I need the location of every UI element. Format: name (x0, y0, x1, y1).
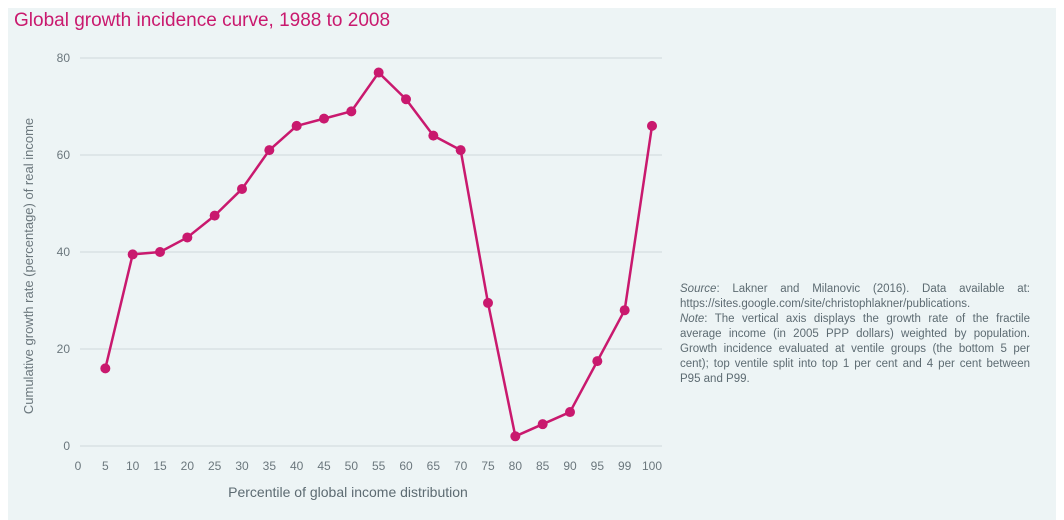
data-point (483, 297, 493, 308)
x-tick-label: 10 (126, 459, 140, 473)
x-tick-label: 70 (454, 459, 468, 473)
data-point (346, 106, 357, 117)
data-point (537, 419, 548, 430)
data-point (209, 210, 220, 221)
series-line (104, 71, 654, 438)
series-points (100, 67, 657, 442)
x-tick-label: 50 (345, 459, 359, 473)
x-tick-label: 30 (235, 459, 249, 473)
y-tick-labels: 0 20 40 60 80 (57, 51, 71, 453)
source-text: : Lakner and Milanovic (2016). Data avai… (680, 283, 1030, 310)
source-and-note: Source: Lakner and Milanovic (2016). Dat… (680, 282, 1030, 387)
y-tick-label: 40 (57, 245, 71, 259)
x-tick-labels: 0 5 10 15 20 25 30 35 40 45 50 55 60 65 70 75 80 85 90 95 99… (75, 459, 663, 473)
x-tick-label: 100 (642, 459, 662, 473)
x-tick-label: 80 (509, 459, 523, 473)
note-paragraph: Note: The vertical axis displays the gro… (680, 312, 1030, 387)
y-axis-label: Cumulative growth rate (percentage) of r… (21, 118, 36, 414)
x-tick-label: 40 (290, 459, 304, 473)
chart-title: Global growth incidence curve, 1988 to 2… (14, 10, 391, 31)
data-point (428, 130, 439, 141)
data-point (592, 356, 603, 367)
data-point (237, 183, 247, 194)
y-tick-label: 60 (57, 148, 71, 162)
x-tick-label: 60 (399, 459, 413, 473)
y-tick-label: 80 (57, 51, 71, 65)
data-point (291, 120, 302, 131)
x-tick-label: 35 (263, 459, 277, 473)
data-point (373, 67, 384, 78)
data-point (264, 145, 275, 156)
data-point (182, 232, 193, 243)
x-tick-label: 85 (536, 459, 550, 473)
x-tick-label: 5 (102, 459, 109, 473)
data-point (127, 249, 138, 260)
data-point (565, 407, 575, 418)
data-point (510, 431, 521, 442)
source-label: Source (680, 283, 717, 295)
x-tick-label: 75 (481, 459, 495, 473)
y-tick-label: 20 (57, 342, 71, 356)
data-point (155, 247, 165, 257)
x-tick-label: 15 (153, 459, 167, 473)
x-tick-label: 25 (208, 459, 222, 473)
data-point (319, 113, 329, 124)
x-tick-label: 99 (618, 459, 632, 473)
x-tick-label: 95 (591, 459, 605, 473)
x-tick-label: 65 (427, 459, 441, 473)
data-point (455, 145, 466, 156)
x-tick-label: 20 (181, 459, 195, 473)
source-paragraph: Source: Lakner and Milanovic (2016). Dat… (680, 282, 1030, 312)
x-axis-label: Percentile of global income distribution (228, 484, 468, 500)
x-tick-label: 55 (372, 459, 386, 473)
note-label: Note (680, 313, 705, 325)
grid-lines (80, 57, 662, 447)
y-tick-label: 0 (63, 439, 70, 453)
data-point (647, 120, 657, 131)
x-tick-label: 90 (563, 459, 577, 473)
series-line-layer (104, 71, 654, 438)
chart-panel (8, 8, 1056, 520)
note-text: : The vertical axis displays the growth … (680, 313, 1030, 385)
x-tick-label: 45 (317, 459, 331, 473)
data-point (100, 363, 111, 374)
data-point (619, 305, 630, 316)
data-point (401, 94, 411, 105)
x-tick-label: 0 (75, 459, 82, 473)
